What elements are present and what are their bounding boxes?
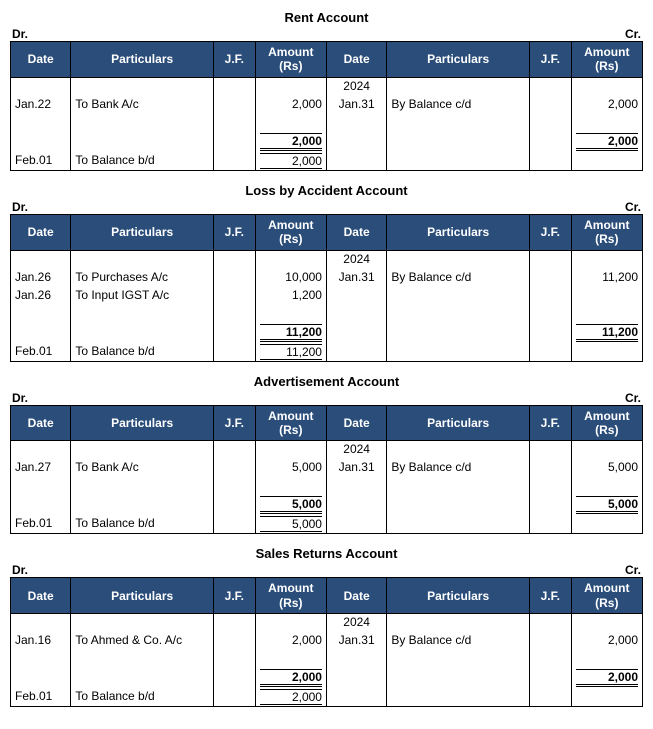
dr-total: 2,000	[255, 132, 326, 152]
body-row: Jan.26To Purchases A/c10,000Jan.31By Bal…	[11, 269, 643, 287]
header-row: DateParticularsJ.F.Amount(Rs)DateParticu…	[11, 578, 643, 614]
bd-row: Feb.01To Balance b/d5,000	[11, 515, 643, 534]
total-row: 11,200 11,200	[11, 323, 643, 343]
header-cell: Date	[326, 578, 386, 614]
header-cell: Particulars	[387, 214, 530, 250]
header-cell: Amount(Rs)	[571, 42, 642, 78]
cr-total: 11,200	[571, 323, 642, 343]
dr-label: Dr.	[12, 200, 28, 214]
cr-total: 5,000	[571, 495, 642, 515]
ledger-table: DateParticularsJ.F.Amount(Rs)DateParticu…	[10, 577, 643, 707]
spacer-row	[11, 114, 643, 132]
body-row: 2024	[11, 441, 643, 460]
header-cell: J.F.	[529, 405, 571, 441]
account-title: Rent Account	[10, 10, 643, 25]
header-cell: Amount(Rs)	[255, 214, 326, 250]
header-cell: Particulars	[71, 405, 214, 441]
total-row: 2,000 2,000	[11, 668, 643, 688]
header-cell: J.F.	[213, 42, 255, 78]
ledger-table: DateParticularsJ.F.Amount(Rs)DateParticu…	[10, 405, 643, 535]
body-row: Jan.16To Ahmed & Co. A/c2,000Jan.31By Ba…	[11, 632, 643, 650]
header-cell: Particulars	[71, 578, 214, 614]
account-title: Sales Returns Account	[10, 546, 643, 561]
dr-label: Dr.	[12, 27, 28, 41]
drcr-labels: Dr. Cr.	[10, 391, 643, 405]
header-row: DateParticularsJ.F.Amount(Rs)DateParticu…	[11, 214, 643, 250]
cr-total: 2,000	[571, 668, 642, 688]
total-row: 2,000 2,000	[11, 132, 643, 152]
dr-label: Dr.	[12, 391, 28, 405]
header-cell: Date	[11, 405, 71, 441]
header-cell: Date	[326, 405, 386, 441]
header-cell: Particulars	[71, 214, 214, 250]
body-row: 2024	[11, 250, 643, 269]
account-block: Rent AccountDr.Cr.DateParticularsJ.F.Amo…	[10, 10, 643, 171]
bd-row: Feb.01To Balance b/d2,000	[11, 152, 643, 171]
spacer-row	[11, 650, 643, 668]
body-row: Jan.27To Bank A/c5,000Jan.31By Balance c…	[11, 459, 643, 477]
bd-row: Feb.01To Balance b/d2,000	[11, 688, 643, 707]
body-row: Jan.22To Bank A/c2,000Jan.31By Balance c…	[11, 96, 643, 114]
account-title: Loss by Accident Account	[10, 183, 643, 198]
total-row: 5,000 5,000	[11, 495, 643, 515]
header-cell: J.F.	[213, 405, 255, 441]
ledger-table: DateParticularsJ.F.Amount(Rs)DateParticu…	[10, 214, 643, 362]
header-cell: Date	[11, 214, 71, 250]
account-block: Sales Returns AccountDr.Cr.DateParticula…	[10, 546, 643, 707]
account-block: Loss by Accident AccountDr.Cr.DatePartic…	[10, 183, 643, 362]
header-cell: Amount(Rs)	[255, 405, 326, 441]
header-cell: Date	[326, 214, 386, 250]
spacer-row	[11, 305, 643, 323]
header-cell: J.F.	[529, 578, 571, 614]
drcr-labels: Dr. Cr.	[10, 27, 643, 41]
header-cell: Date	[11, 42, 71, 78]
cr-total: 2,000	[571, 132, 642, 152]
bd-row: Feb.01To Balance b/d11,200	[11, 343, 643, 362]
drcr-labels: Dr. Cr.	[10, 563, 643, 577]
drcr-labels: Dr. Cr.	[10, 200, 643, 214]
bd-amount: 2,000	[255, 688, 326, 707]
body-row: Jan.26To Input IGST A/c1,200	[11, 287, 643, 305]
bd-amount: 11,200	[255, 343, 326, 362]
body-row: 2024	[11, 77, 643, 96]
header-row: DateParticularsJ.F.Amount(Rs)DateParticu…	[11, 42, 643, 78]
header-cell: J.F.	[529, 42, 571, 78]
header-cell: Particulars	[387, 42, 530, 78]
spacer-row	[11, 477, 643, 495]
accounts-container: Rent AccountDr.Cr.DateParticularsJ.F.Amo…	[10, 10, 643, 707]
header-cell: J.F.	[529, 214, 571, 250]
header-cell: Amount(Rs)	[571, 578, 642, 614]
cr-label: Cr.	[625, 563, 641, 577]
header-cell: Date	[326, 42, 386, 78]
ledger-table: DateParticularsJ.F.Amount(Rs)DateParticu…	[10, 41, 643, 171]
body-row: 2024	[11, 614, 643, 633]
cr-label: Cr.	[625, 27, 641, 41]
header-row: DateParticularsJ.F.Amount(Rs)DateParticu…	[11, 405, 643, 441]
header-cell: Particulars	[387, 578, 530, 614]
cr-label: Cr.	[625, 391, 641, 405]
account-title: Advertisement Account	[10, 374, 643, 389]
header-cell: Particulars	[71, 42, 214, 78]
bd-amount: 2,000	[255, 152, 326, 171]
dr-label: Dr.	[12, 563, 28, 577]
dr-total: 5,000	[255, 495, 326, 515]
header-cell: Particulars	[387, 405, 530, 441]
dr-total: 11,200	[255, 323, 326, 343]
header-cell: Amount(Rs)	[255, 42, 326, 78]
header-cell: J.F.	[213, 578, 255, 614]
dr-total: 2,000	[255, 668, 326, 688]
header-cell: Date	[11, 578, 71, 614]
header-cell: Amount(Rs)	[255, 578, 326, 614]
bd-amount: 5,000	[255, 515, 326, 534]
account-block: Advertisement AccountDr.Cr.DateParticula…	[10, 374, 643, 535]
header-cell: Amount(Rs)	[571, 405, 642, 441]
cr-label: Cr.	[625, 200, 641, 214]
header-cell: Amount(Rs)	[571, 214, 642, 250]
header-cell: J.F.	[213, 214, 255, 250]
